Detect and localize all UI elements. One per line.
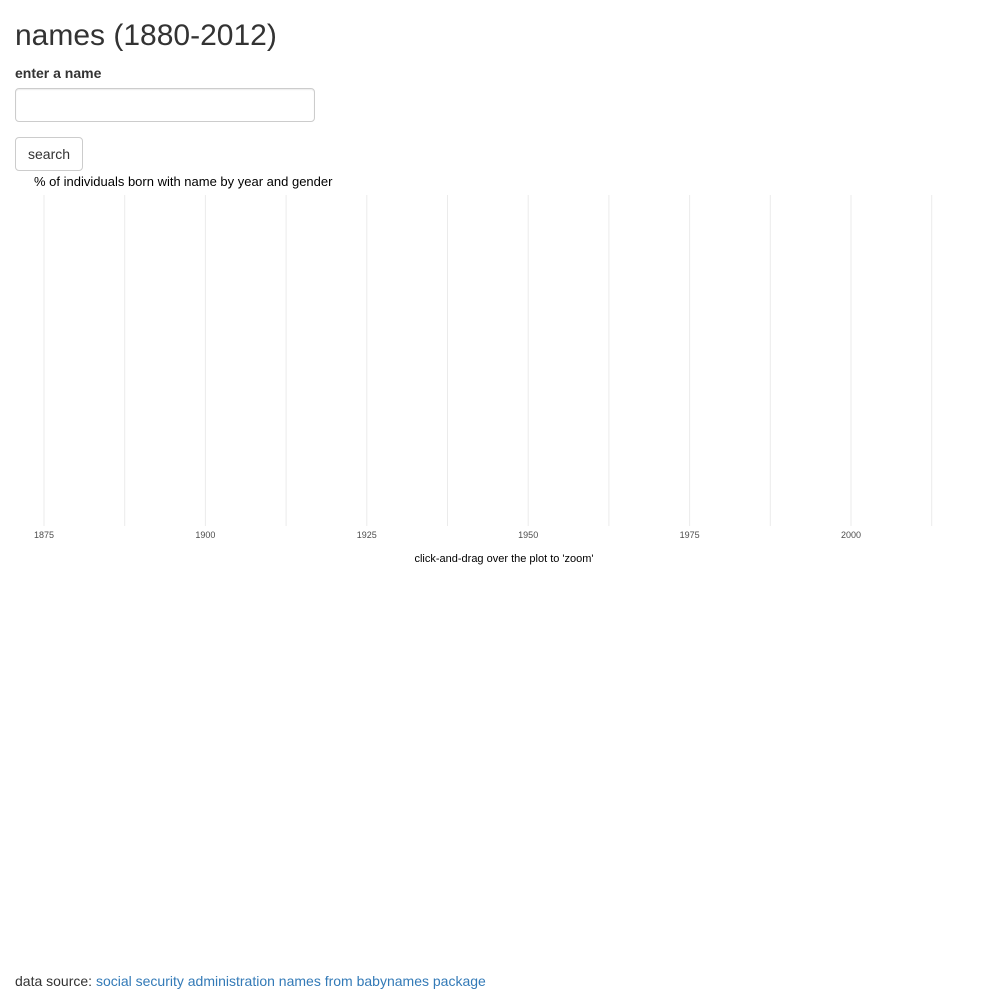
x-tick-label: 1975: [680, 530, 700, 540]
data-source-link[interactable]: social security administration names fro…: [95, 973, 486, 989]
zoom-hint: click-and-drag over the plot to 'zoom': [414, 553, 594, 565]
name-field-label: enter a name: [15, 65, 102, 81]
x-tick-label: 1875: [34, 530, 54, 540]
chart-grid: [43, 195, 933, 526]
x-axis-ticks: 1875 1900 1925 1950 1975 2000: [34, 530, 861, 540]
chart-title: % of individuals born with name by year …: [34, 174, 333, 189]
x-tick-label: 2000: [841, 530, 861, 540]
x-tick-label: 1900: [195, 530, 215, 540]
search-button[interactable]: search: [15, 137, 84, 171]
footer: data source: social security administrat…: [15, 972, 486, 990]
name-input[interactable]: [15, 88, 315, 122]
footer-prefix: data source:: [15, 973, 93, 989]
x-tick-label: 1925: [357, 530, 377, 540]
page-title: names (1880-2012): [15, 19, 277, 52]
x-tick-label: 1950: [518, 530, 538, 540]
chart-plot-area[interactable]: 1875 1900 1925 1950 1975 2000: [0, 190, 992, 550]
